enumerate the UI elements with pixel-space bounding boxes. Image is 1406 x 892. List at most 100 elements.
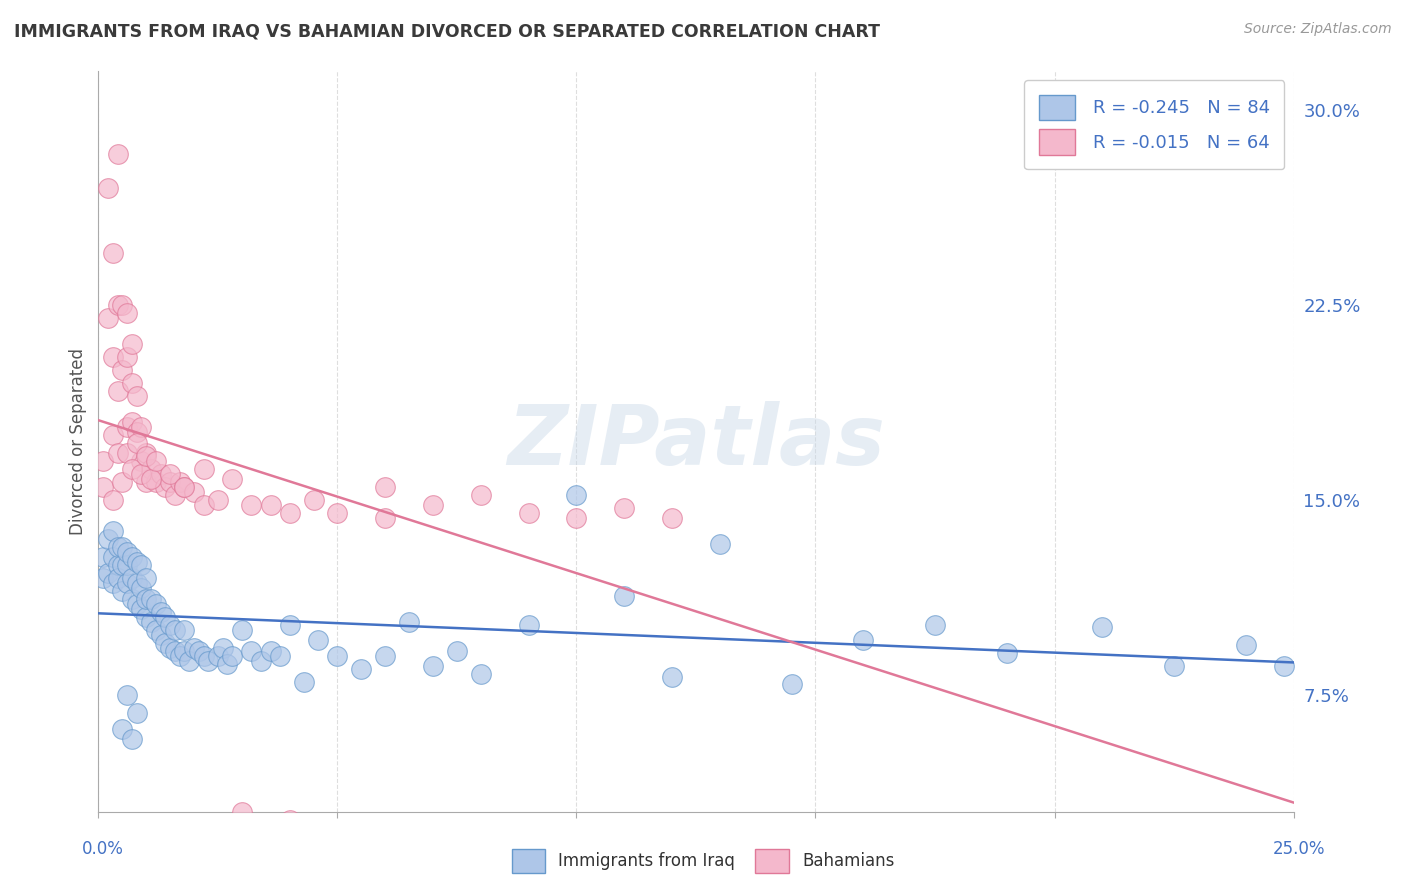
- Text: IMMIGRANTS FROM IRAQ VS BAHAMIAN DIVORCED OR SEPARATED CORRELATION CHART: IMMIGRANTS FROM IRAQ VS BAHAMIAN DIVORCE…: [14, 22, 880, 40]
- Point: [135, 449, 157, 463]
- Point: [217, 657, 239, 671]
- Point: [470, 667, 492, 681]
- Y-axis label: Divorced or Separated: Divorced or Separated: [69, 348, 87, 535]
- Point: [125, 576, 148, 591]
- Point: [221, 472, 243, 486]
- Point: [398, 615, 420, 629]
- Point: [197, 654, 219, 668]
- Point: [101, 493, 124, 508]
- Point: [326, 648, 349, 663]
- Point: [115, 688, 138, 702]
- Point: [326, 506, 349, 520]
- Point: [1091, 620, 1114, 634]
- Point: [259, 643, 281, 657]
- Point: [163, 643, 186, 657]
- Point: [139, 615, 162, 629]
- Point: [111, 540, 134, 554]
- Point: [101, 524, 124, 538]
- Point: [91, 454, 114, 468]
- Point: [97, 532, 120, 546]
- Point: [125, 389, 148, 403]
- Point: [470, 488, 492, 502]
- Point: [125, 425, 148, 440]
- Point: [159, 467, 181, 481]
- Point: [240, 498, 263, 512]
- Point: [107, 558, 129, 572]
- Point: [115, 350, 138, 364]
- Point: [292, 674, 315, 689]
- Text: 25.0%: 25.0%: [1272, 840, 1326, 858]
- Point: [661, 670, 683, 684]
- Point: [101, 428, 124, 442]
- Point: [1163, 659, 1185, 673]
- Point: [173, 623, 195, 637]
- Point: [183, 641, 205, 656]
- Point: [145, 623, 167, 637]
- Point: [145, 597, 167, 611]
- Point: [107, 298, 129, 312]
- Text: ZIPatlas: ZIPatlas: [508, 401, 884, 482]
- Point: [131, 467, 153, 481]
- Point: [169, 648, 191, 663]
- Point: [155, 636, 177, 650]
- Point: [111, 722, 134, 736]
- Point: [350, 662, 373, 676]
- Point: [125, 706, 148, 720]
- Point: [163, 488, 186, 502]
- Point: [131, 582, 153, 596]
- Point: [307, 633, 329, 648]
- Point: [159, 641, 181, 656]
- Point: [149, 605, 172, 619]
- Point: [173, 480, 195, 494]
- Point: [101, 350, 124, 364]
- Legend: Immigrants from Iraq, Bahamians: Immigrants from Iraq, Bahamians: [505, 842, 901, 880]
- Point: [139, 462, 162, 476]
- Point: [111, 558, 134, 572]
- Point: [159, 475, 181, 489]
- Point: [250, 654, 273, 668]
- Point: [107, 540, 129, 554]
- Point: [107, 384, 129, 398]
- Point: [613, 589, 636, 603]
- Point: [91, 550, 114, 565]
- Point: [97, 311, 120, 326]
- Point: [259, 498, 281, 512]
- Point: [422, 659, 444, 673]
- Point: [231, 805, 253, 819]
- Point: [139, 472, 162, 486]
- Point: [149, 628, 172, 642]
- Point: [111, 475, 134, 489]
- Point: [179, 654, 201, 668]
- Point: [125, 555, 148, 569]
- Point: [517, 506, 540, 520]
- Point: [269, 648, 291, 663]
- Point: [91, 480, 114, 494]
- Point: [121, 731, 143, 746]
- Point: [131, 454, 153, 468]
- Point: [278, 506, 301, 520]
- Point: [115, 306, 138, 320]
- Point: [135, 571, 157, 585]
- Point: [107, 571, 129, 585]
- Point: [155, 610, 177, 624]
- Point: [115, 545, 138, 559]
- Point: [446, 643, 468, 657]
- Point: [135, 475, 157, 489]
- Point: [97, 566, 120, 580]
- Point: [91, 571, 114, 585]
- Point: [111, 583, 134, 598]
- Point: [115, 576, 138, 591]
- Point: [852, 633, 875, 648]
- Point: [121, 550, 143, 565]
- Point: [155, 480, 177, 494]
- Point: [240, 643, 263, 657]
- Point: [121, 337, 143, 351]
- Point: [107, 446, 129, 460]
- Point: [121, 376, 143, 390]
- Point: [207, 648, 229, 663]
- Point: [221, 648, 243, 663]
- Point: [101, 576, 124, 591]
- Legend: R = -0.245   N = 84, R = -0.015   N = 64: R = -0.245 N = 84, R = -0.015 N = 64: [1025, 80, 1285, 169]
- Point: [173, 643, 195, 657]
- Point: [193, 498, 215, 512]
